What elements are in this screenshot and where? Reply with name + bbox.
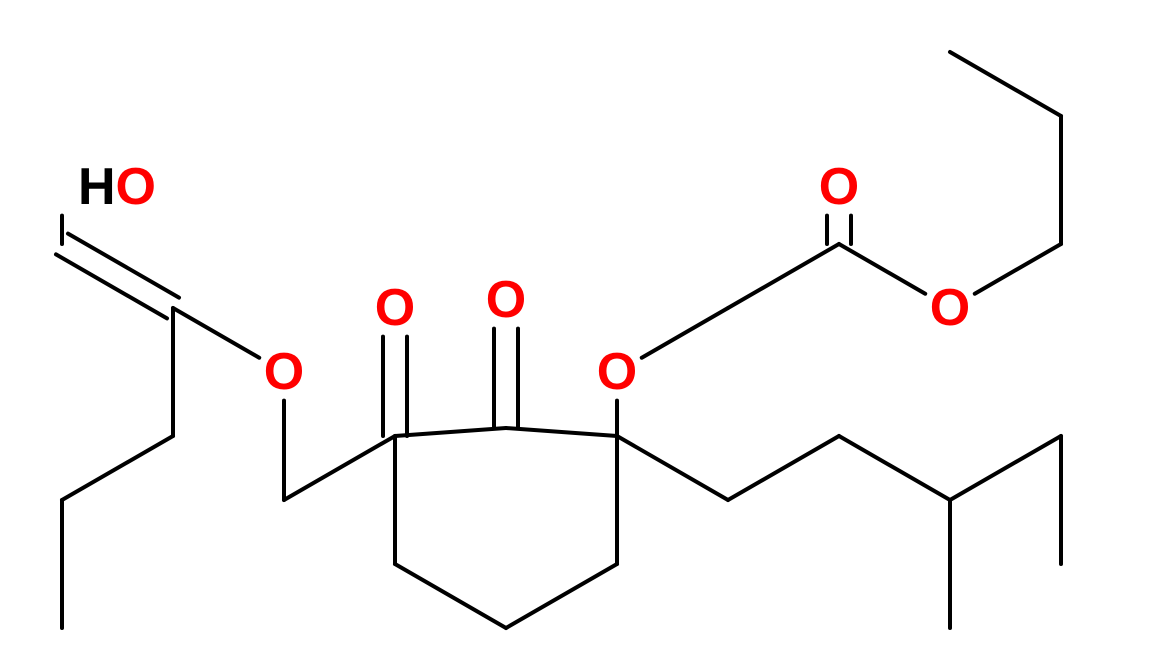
bond-line xyxy=(642,308,728,358)
atom-label-o: O xyxy=(375,279,415,337)
bond-line xyxy=(950,436,1061,500)
bond-line xyxy=(68,234,179,298)
bond-line xyxy=(395,564,506,628)
bond-line xyxy=(839,436,950,500)
atom-label-o: O xyxy=(819,158,859,216)
atom-label-o: O xyxy=(486,271,526,329)
atom-label-ho: HO xyxy=(78,158,156,216)
bond-line xyxy=(56,254,167,318)
atom-label-o: O xyxy=(597,343,637,401)
bond-line xyxy=(173,308,259,358)
bond-line xyxy=(284,436,395,500)
bond-line xyxy=(975,244,1061,294)
bond-line xyxy=(728,436,839,500)
bond-line xyxy=(62,436,173,500)
bond-line xyxy=(728,244,839,308)
bond-line xyxy=(395,428,506,436)
bond-line xyxy=(950,52,1061,116)
bond-line xyxy=(839,244,925,294)
atom-label-o: O xyxy=(930,279,970,337)
molecule-svg: O HO O O O O O xyxy=(0,0,1169,667)
bond-line xyxy=(506,564,617,628)
molecule-canvas: O HO O O O O O xyxy=(0,0,1169,667)
bond-line xyxy=(506,428,617,436)
atom-label-o: O xyxy=(264,343,304,401)
bond-line xyxy=(617,436,728,500)
